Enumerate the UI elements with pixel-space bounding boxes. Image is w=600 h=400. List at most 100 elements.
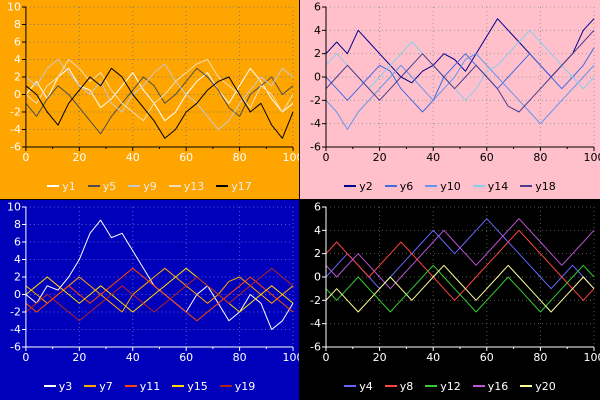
series-line-y13 [25, 59, 294, 122]
series-line-y18 [325, 29, 595, 113]
y-tick-label: -4 [10, 123, 21, 136]
legend-swatch [472, 385, 485, 387]
legend-label: y15 [187, 379, 208, 393]
legend-label: y1 [62, 179, 76, 193]
y-tick-label: 0 [14, 288, 21, 301]
legend-swatch [520, 385, 533, 387]
x-tick-label: 40 [126, 151, 140, 164]
series-line-y19 [25, 267, 294, 322]
series-line-y1 [25, 67, 294, 122]
plot-canvas-top-left[interactable]: 0204060801001086420-2-4-6 [0, 0, 299, 173]
legend-swatch [43, 385, 56, 387]
legend-entry-y17: y17 [216, 181, 252, 192]
y-tick-label: 2 [314, 47, 321, 60]
legend-label: y14 [487, 179, 509, 193]
legend-entry-y1: y1 [47, 181, 76, 192]
y-tick-label: 0 [314, 71, 321, 84]
y-tick-label: 10 [7, 200, 21, 213]
legend-bottom-left: y3 y7 y11 y15 y19 [0, 373, 299, 399]
x-tick-label: 40 [426, 351, 440, 364]
y-tick-label: 0 [14, 88, 21, 101]
y-tick-label: 0 [314, 271, 321, 284]
y-tick-label: 4 [14, 53, 21, 66]
y-tick-label: -2 [310, 294, 321, 307]
series-line-y14 [325, 29, 595, 101]
legend-entry-y19: y19 [219, 381, 255, 392]
x-tick-label: 0 [323, 351, 330, 364]
legend-entry-y12: y12 [425, 381, 461, 392]
legend-label: y6 [399, 179, 414, 193]
plot-canvas-bottom-right[interactable]: 0204060801006420-2-4-6 [300, 200, 600, 373]
x-tick-label: 100 [584, 151, 600, 164]
legend-label: y5 [102, 179, 117, 193]
legend-label: y13 [183, 179, 205, 193]
legend-entry-y6: y6 [384, 179, 414, 193]
legend-entry-y9: y9 [128, 181, 157, 192]
legend-top-left: y1 y5 y9 y13 y17 [0, 173, 299, 199]
y-tick-label: 2 [314, 247, 321, 260]
x-tick-label: 60 [179, 151, 193, 164]
legend-swatch [47, 185, 60, 187]
legend-swatch [219, 385, 232, 387]
x-tick-label: 100 [283, 351, 299, 364]
y-tick-label: -6 [10, 140, 21, 153]
legend-label: y4 [359, 379, 373, 393]
series-line-y6 [325, 47, 595, 113]
series-line-y9 [25, 59, 294, 130]
legend-label: y16 [487, 379, 509, 393]
legend-swatch [384, 385, 397, 387]
x-tick-label: 100 [283, 151, 299, 164]
legend-entry-y4: y4 [344, 381, 373, 392]
series-line-y5 [25, 67, 294, 135]
y-tick-label: 6 [314, 1, 321, 14]
x-tick-label: 20 [373, 151, 387, 164]
series-line-y12 [325, 264, 595, 313]
legend-entry-y20: y20 [520, 381, 556, 392]
legend-label: y8 [399, 379, 414, 393]
y-tick-label: -6 [310, 141, 321, 154]
legend-entry-y14: y14 [472, 179, 509, 193]
x-tick-label: 60 [480, 351, 494, 364]
y-tick-label: -4 [10, 323, 21, 336]
y-tick-label: 10 [7, 0, 21, 13]
legend-swatch [344, 385, 357, 387]
legend-label: y11 [139, 379, 161, 393]
legend-label: y2 [359, 179, 373, 193]
x-tick-label: 100 [584, 351, 600, 364]
legend-entry-y16: y16 [472, 379, 509, 393]
legend-entry-y11: y11 [124, 379, 161, 393]
x-tick-label: 60 [480, 151, 494, 164]
plot-canvas-top-right[interactable]: 0204060801006420-2-4-6 [300, 0, 600, 173]
y-tick-label: 8 [14, 18, 21, 31]
x-tick-label: 80 [233, 351, 247, 364]
series-line-y20 [325, 264, 595, 313]
legend-entry-y5: y5 [87, 179, 117, 193]
legend-label: y7 [99, 379, 113, 393]
series-line-y10 [325, 53, 595, 130]
x-tick-label: 20 [72, 151, 86, 164]
legend-swatch [384, 185, 397, 187]
legend-entry-y13: y13 [168, 179, 205, 193]
series-line-y17 [25, 67, 294, 139]
legend-bottom-right: y4 y8 y12 y16 y20 [300, 373, 600, 399]
legend-swatch [216, 185, 229, 187]
plot-canvas-bottom-left[interactable]: 0204060801001086420-2-4-6 [0, 200, 299, 373]
y-tick-label: -2 [310, 94, 321, 107]
legend-entry-y10: y10 [425, 181, 461, 192]
y-tick-label: -4 [310, 117, 321, 130]
y-tick-label: 2 [14, 70, 21, 83]
legend-entry-y3: y3 [43, 381, 72, 392]
y-tick-label: 4 [314, 224, 321, 237]
legend-swatch [472, 185, 485, 187]
x-tick-label: 60 [179, 351, 193, 364]
x-tick-label: 80 [533, 351, 547, 364]
y-tick-label: -6 [310, 341, 321, 354]
x-tick-label: 40 [126, 351, 140, 364]
legend-swatch [344, 185, 357, 187]
y-tick-label: -4 [310, 317, 321, 330]
y-tick-label: 4 [314, 24, 321, 37]
